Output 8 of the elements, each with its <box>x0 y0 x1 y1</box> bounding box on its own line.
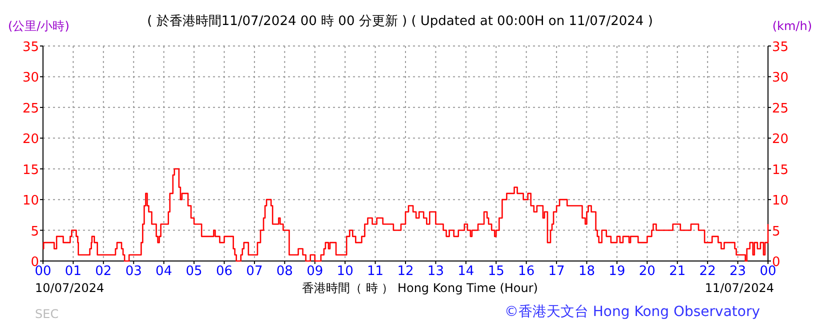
annotation: 10/07/2024 <box>35 281 104 295</box>
xlabel: 香港時間（ 時 ） Hong Kong Time (Hour) <box>302 281 538 295</box>
y2label: (km/h) <box>772 19 812 33</box>
annotation: 11/07/2024 <box>704 281 774 295</box>
annotation: SEC <box>35 307 59 321</box>
annotation: ©香港天文台 Hong Kong Observatory <box>504 304 760 320</box>
ylabel: (公里/小時) <box>8 19 70 33</box>
title: ( 於香港時間11/07/2024 00 時 00 分更新 ) ( Updated at 00:00H on 11/07/2024 ) <box>147 14 653 29</box>
